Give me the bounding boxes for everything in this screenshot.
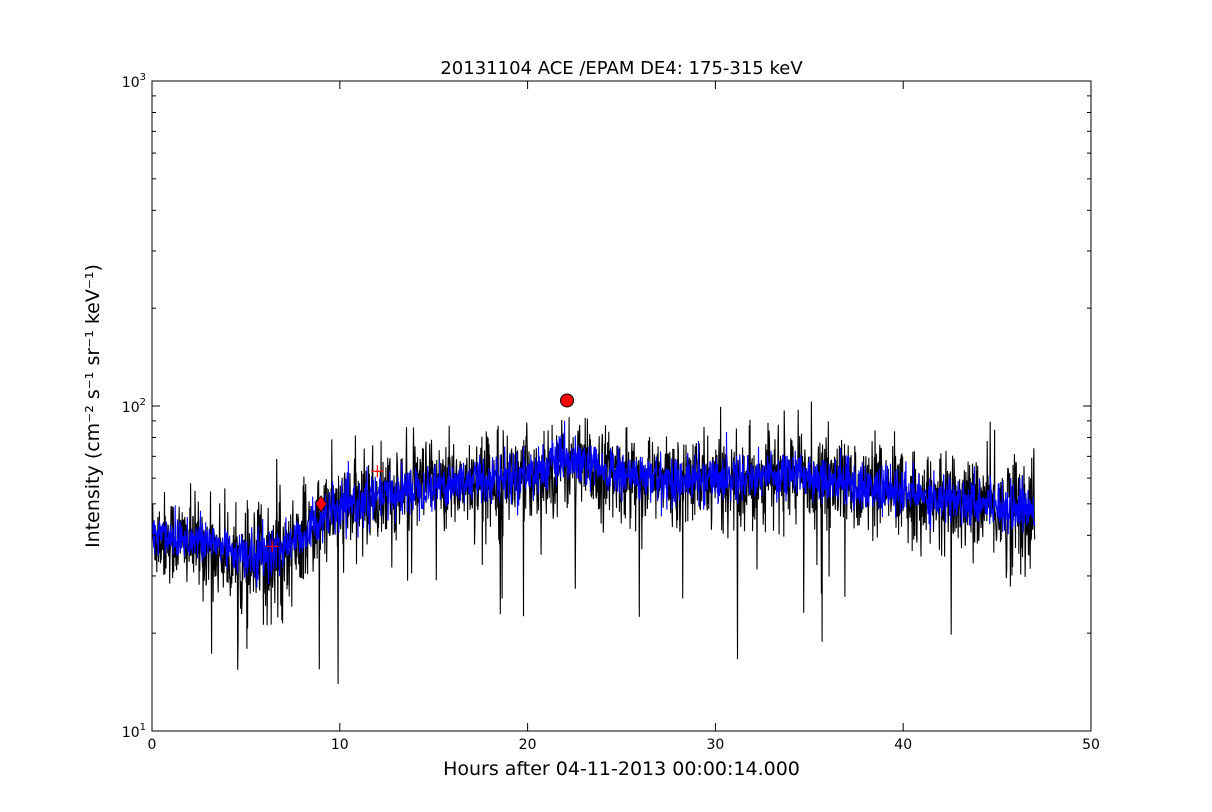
series-line	[152, 420, 1036, 588]
event-marker-plus	[371, 465, 384, 478]
plot-area	[152, 393, 1036, 684]
x-tick-label: 50	[1082, 737, 1100, 753]
y-tick-label: 101	[122, 722, 146, 741]
x-tick-label: 30	[706, 737, 724, 753]
x-tick-label: 10	[331, 737, 349, 753]
axis-ticks: 0 10 20 30 40 50 101 102 103	[122, 72, 1100, 753]
y-tick-label: 102	[122, 397, 146, 416]
plot-frame	[151, 80, 1092, 732]
y-axis-label: Intensity (cm⁻² s⁻¹ sr⁻¹ keV⁻¹)	[82, 264, 104, 548]
event-marker-circle	[560, 393, 575, 408]
event-marker-plus	[266, 540, 279, 553]
x-tick-label: 20	[519, 737, 537, 753]
x-tick-label: 0	[148, 737, 157, 753]
chart-title: 20131104 ACE /EPAM DE4: 175-315 keV	[440, 58, 803, 79]
x-tick-label: 40	[894, 737, 912, 753]
y-tick-label: 103	[122, 72, 146, 91]
event-marker-diamond	[315, 495, 328, 513]
x-axis-label: Hours after 04-11-2013 00:00:14.000	[443, 758, 800, 780]
